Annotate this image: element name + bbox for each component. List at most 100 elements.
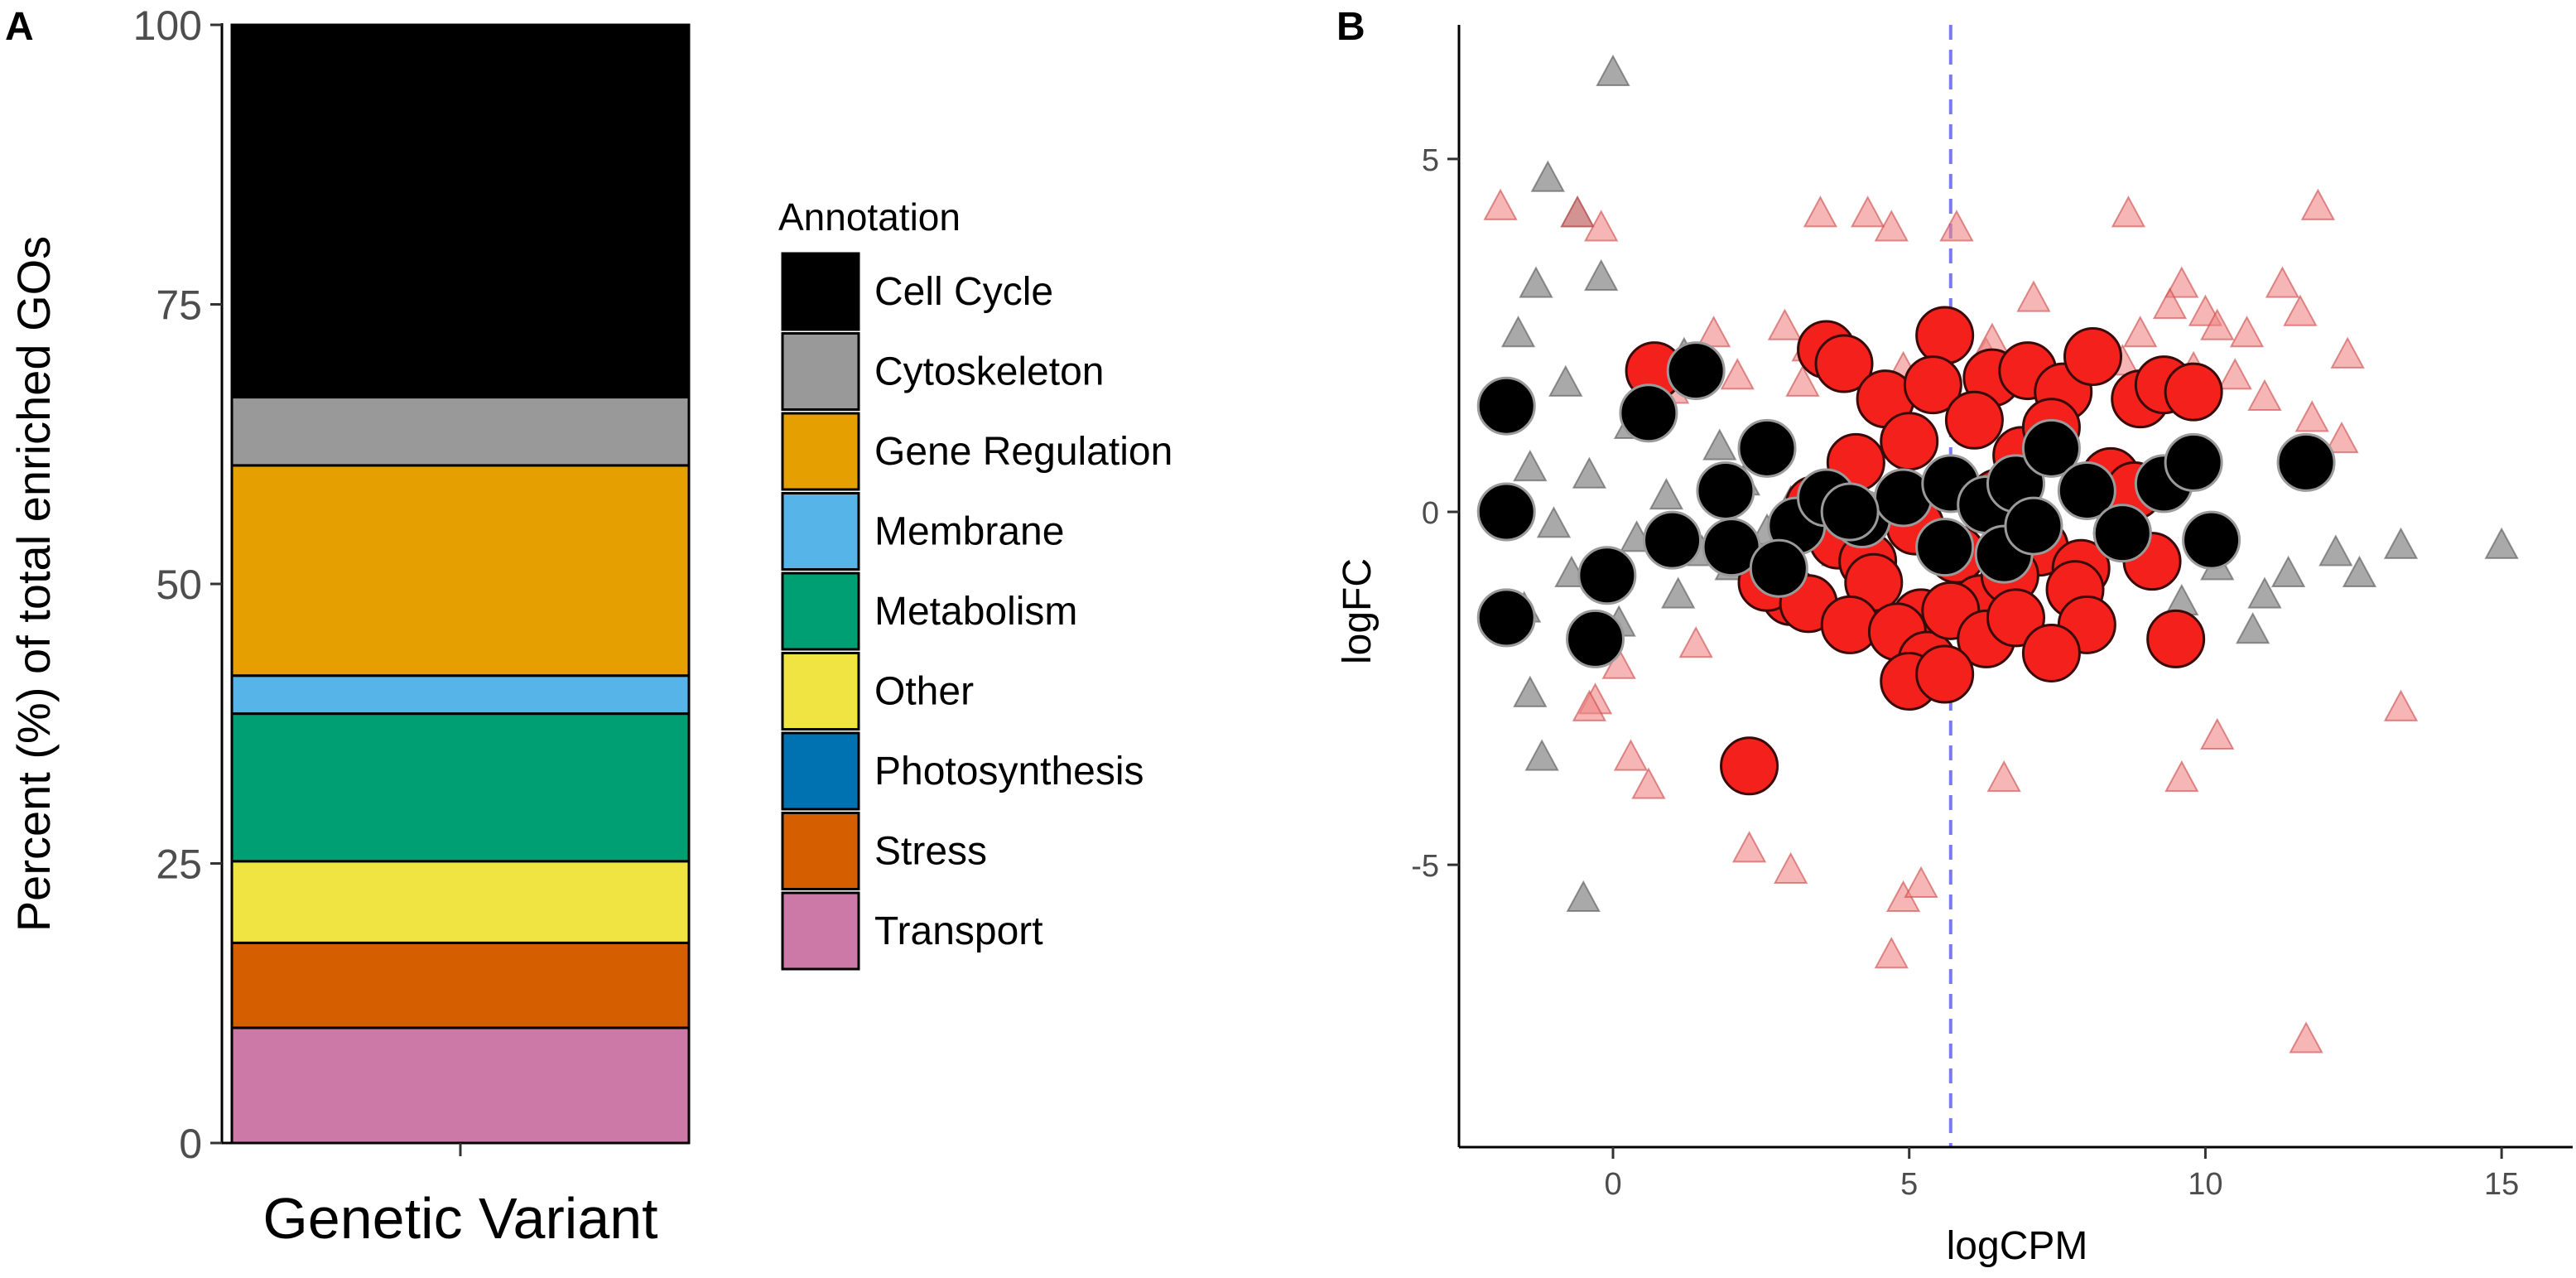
legend-swatch-photosynthesis (781, 731, 860, 811)
x-tick-label: 0 (1604, 1167, 1621, 1202)
y-tick-label: 0 (179, 1121, 202, 1167)
red-circle-point (1986, 588, 2045, 648)
panel-a: A 0 25 50 75 100 Percent (%) of total enrich… (5, 2, 1172, 1251)
red-triangle-point (2300, 188, 2336, 220)
y-tick-label: 5 (1422, 143, 1439, 178)
x-tick-label: 5 (1900, 1167, 1918, 1202)
bar-segment-membrane (230, 674, 691, 716)
y-tick-label: 100 (133, 2, 202, 49)
grey-triangle-point (2247, 576, 2282, 609)
grey-triangle-point (2383, 527, 2419, 559)
red-triangle-point (1720, 358, 1755, 390)
grey-triangle-point (1524, 739, 1559, 771)
legend-swatch-gene-regulation (781, 412, 860, 491)
red-triangle-point (1731, 831, 1767, 863)
bar-segment-stress (230, 941, 691, 1030)
red-triangle-point (2123, 316, 2158, 348)
legend-label-other: Other (874, 670, 974, 714)
red-triangle-point (2324, 421, 2359, 454)
legend-swatch-metabolism (781, 571, 860, 651)
red-triangle-point (2217, 358, 2252, 390)
grey-triangle-point (2484, 527, 2519, 559)
red-triangle-point (1773, 851, 1808, 884)
red-triangle-point (2289, 1021, 2323, 1054)
panel-b-label: B (1336, 5, 1365, 49)
y-axis-title: Percent (%) of total enriched GOs (7, 236, 60, 932)
red-triangle-point (2164, 760, 2199, 793)
grey-triangle-point (2270, 555, 2306, 588)
red-triangle-point (2111, 195, 2146, 228)
scatter-points (1476, 54, 2519, 1054)
black-circle-point (1619, 383, 1678, 443)
red-triangle-point (1613, 739, 1649, 771)
black-circle-point (1643, 510, 1702, 570)
y-tick-label: 50 (156, 562, 202, 608)
red-circle-point (2146, 609, 2206, 668)
red-triangle-point (2152, 287, 2188, 320)
x-axis-title: logCPM (1947, 1224, 2088, 1268)
y-ticks: 0 25 50 75 100 (133, 2, 222, 1167)
black-circle-point (1476, 482, 1536, 542)
legend-swatch-stress (781, 812, 860, 890)
grey-triangle-point (1572, 456, 1607, 489)
panel-a-label: A (5, 5, 34, 49)
y-tick-label: 25 (156, 842, 202, 888)
black-circle-point (1476, 588, 1536, 648)
red-circle-point (1814, 334, 1874, 393)
red-triangle-point (2383, 689, 2419, 721)
x-ticks: 0 5 10 15 (1604, 1147, 2519, 1202)
black-circle-point (1820, 482, 1880, 542)
red-triangle-point (1874, 936, 1909, 969)
red-circle-point (1944, 390, 2004, 450)
red-circle-point (2063, 327, 2123, 387)
grey-triangle-point (2342, 555, 2377, 588)
bar-segment-gene-regulation (230, 464, 691, 678)
grey-triangle-point (1702, 428, 1737, 461)
grey-triangle-point (1513, 449, 1548, 482)
grey-triangle-point (1500, 316, 1536, 348)
red-circle-point (2164, 362, 2223, 422)
red-circle-point (1880, 412, 1939, 471)
grey-triangle-point (1519, 266, 1553, 298)
red-triangle-point (1986, 760, 2021, 793)
red-triangle-point (1678, 625, 1713, 658)
black-circle-point (1915, 518, 1975, 577)
black-circle-point (2276, 432, 2336, 492)
black-circle-point (2004, 496, 2063, 556)
black-circle-point (2164, 432, 2223, 492)
grey-triangle-point (1566, 880, 1601, 913)
panel-b: B -5 0 5 0 5 10 15 logFC logCPM (1336, 5, 2573, 1268)
red-triangle-point (2265, 266, 2300, 298)
bar-segment-metabolism (230, 712, 691, 863)
grey-triangle-point (1536, 506, 1572, 538)
red-triangle-point (1785, 364, 1820, 397)
grey-triangle-point (1584, 258, 1619, 292)
red-triangle-point (1631, 767, 1666, 799)
red-circle-point (1720, 736, 1779, 796)
legend-label-cell-cycle: Cell Cycle (874, 270, 1053, 314)
red-triangle-point (1939, 210, 1974, 242)
red-triangle-point (1572, 689, 1607, 721)
red-triangle-point (2283, 294, 2318, 326)
legend-swatch-membrane (781, 492, 860, 571)
stacked-bar (230, 23, 691, 1145)
bar-segment-transport (230, 1026, 691, 1145)
bar-segment-other (230, 860, 691, 944)
x-tick-label: 10 (2188, 1167, 2222, 1202)
red-circle-point (1915, 306, 1975, 365)
legend-swatch-cell-cycle (781, 252, 860, 331)
legend-swatch-other (781, 652, 860, 731)
grey-triangle-point (1661, 576, 1696, 609)
red-triangle-point (2247, 379, 2282, 411)
legend: Cell Cycle Cytoskeleton Gene Regulation Mem… (781, 252, 1172, 971)
black-circle-point (1749, 538, 1808, 598)
bar-segment-cytoskeleton (230, 396, 691, 467)
grey-triangle-point (1649, 478, 1684, 510)
black-circle-point (1666, 341, 1726, 401)
legend-title: Annotation (778, 195, 961, 239)
red-circle-point (1915, 644, 1975, 704)
red-triangle-point (1904, 866, 1938, 898)
red-triangle-point (2200, 717, 2235, 750)
red-triangle-point (2200, 308, 2235, 340)
